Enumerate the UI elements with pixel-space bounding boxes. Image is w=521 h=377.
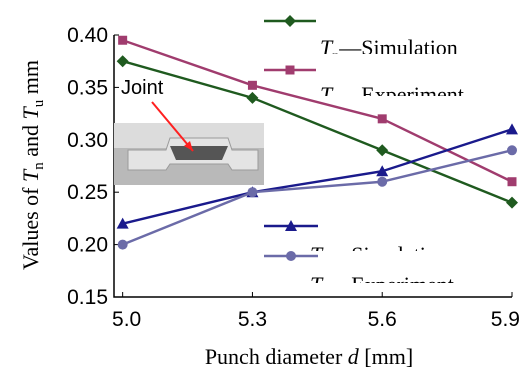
data-point bbox=[246, 91, 259, 104]
x-tick-label: 5.3 bbox=[238, 308, 267, 331]
y-tick-label: 0.35 bbox=[67, 76, 108, 99]
data-point bbox=[247, 80, 257, 90]
x-tick-label: 5.9 bbox=[491, 308, 520, 331]
data-point bbox=[507, 177, 517, 187]
data-point bbox=[116, 55, 129, 68]
x-tick-label: 5.0 bbox=[112, 308, 141, 331]
y-tick-label: 0.30 bbox=[67, 129, 108, 152]
legend-swatch-marker bbox=[286, 251, 296, 261]
joint-label: Joint bbox=[121, 77, 164, 99]
series-layer bbox=[116, 35, 518, 250]
data-point bbox=[377, 176, 388, 187]
series-line bbox=[122, 149, 513, 246]
y-axis-title: Values of Tn and Tu mm bbox=[18, 60, 47, 270]
y-tick-label: 0.40 bbox=[67, 24, 108, 47]
y-tick-label: 0.25 bbox=[67, 181, 108, 204]
legend-label: Tu—Experiment bbox=[310, 272, 454, 301]
data-point bbox=[117, 239, 128, 250]
legend-swatch-marker bbox=[284, 15, 296, 27]
data-point bbox=[376, 144, 389, 157]
data-point bbox=[507, 145, 517, 156]
legend-swatch-marker bbox=[285, 220, 297, 231]
legend-swatch-marker bbox=[285, 65, 295, 75]
x-axis-title: Punch diameter d [mm] bbox=[205, 344, 413, 369]
joint-gap bbox=[170, 146, 228, 160]
y-tick-label: 0.20 bbox=[67, 234, 108, 257]
legend-entry: Tu—Experiment bbox=[264, 251, 454, 301]
data-point bbox=[506, 196, 518, 209]
data-point bbox=[377, 114, 387, 124]
legend-label: Tu—Simulation bbox=[310, 242, 448, 271]
series-line bbox=[122, 60, 513, 204]
series-1 bbox=[116, 55, 518, 209]
legend-entry: Tu—Simulation bbox=[264, 220, 448, 271]
legend-entry: Tn—Simulation bbox=[264, 15, 458, 64]
data-point bbox=[506, 123, 518, 135]
data-point bbox=[376, 165, 389, 177]
joint-arrow-head bbox=[184, 141, 193, 151]
joint-inset: Joint bbox=[114, 77, 264, 185]
y-tick-label: 0.15 bbox=[67, 286, 108, 309]
legend: Tn—Simulation Tn—Experiment Tu—SimulationT… bbox=[264, 15, 464, 301]
joint-arrow bbox=[151, 101, 194, 152]
x-tick-label: 5.6 bbox=[368, 308, 397, 331]
legend-label: Tn—Simulation bbox=[320, 35, 458, 64]
legend-label: Tn—Experiment bbox=[320, 82, 464, 111]
legend-entry: Tn—Experiment bbox=[264, 65, 464, 111]
series-line bbox=[122, 128, 513, 225]
data-point bbox=[116, 217, 129, 229]
data-point bbox=[247, 187, 258, 198]
plot-axes: 0.15 0.20 0.25 0.30 0.35 0.40 5.0 5.3 5.6 5.9 bbox=[67, 24, 520, 331]
series-4 bbox=[117, 145, 517, 250]
data-point bbox=[118, 35, 128, 45]
